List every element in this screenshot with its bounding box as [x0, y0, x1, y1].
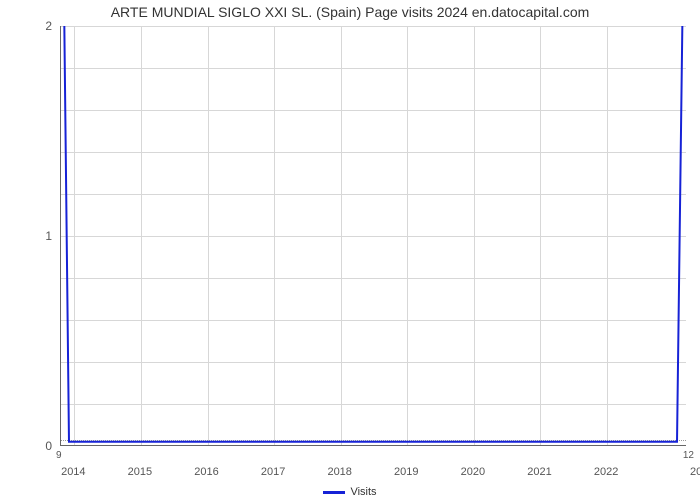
- xtick-label: 2015: [128, 466, 152, 478]
- legend: Visits: [0, 486, 700, 498]
- ytick-label-0: 0: [45, 439, 52, 453]
- xtick-label: 2016: [194, 466, 218, 478]
- small-label-right: 12: [683, 450, 694, 461]
- xtick-label: 2022: [594, 466, 618, 478]
- xtick-label: 2017: [261, 466, 285, 478]
- xtick-label: 2018: [327, 466, 351, 478]
- ytick-label-1: 1: [45, 229, 52, 243]
- chart-container: ARTE MUNDIAL SIGLO XXI SL. (Spain) Page …: [0, 0, 700, 500]
- series-line-visits: [61, 26, 687, 446]
- xtick-label: 2014: [61, 466, 85, 478]
- xtick-label: 2020: [461, 466, 485, 478]
- legend-swatch-icon: [323, 491, 345, 494]
- chart-title: ARTE MUNDIAL SIGLO XXI SL. (Spain) Page …: [0, 4, 700, 20]
- xtick-label: 2021: [527, 466, 551, 478]
- xtick-label: 2019: [394, 466, 418, 478]
- ytick-label-2: 2: [45, 19, 52, 33]
- plot-area: [60, 26, 686, 446]
- legend-label: Visits: [350, 486, 376, 498]
- xtick-label-extra: 202: [690, 466, 700, 478]
- small-label-left: 9: [56, 450, 62, 461]
